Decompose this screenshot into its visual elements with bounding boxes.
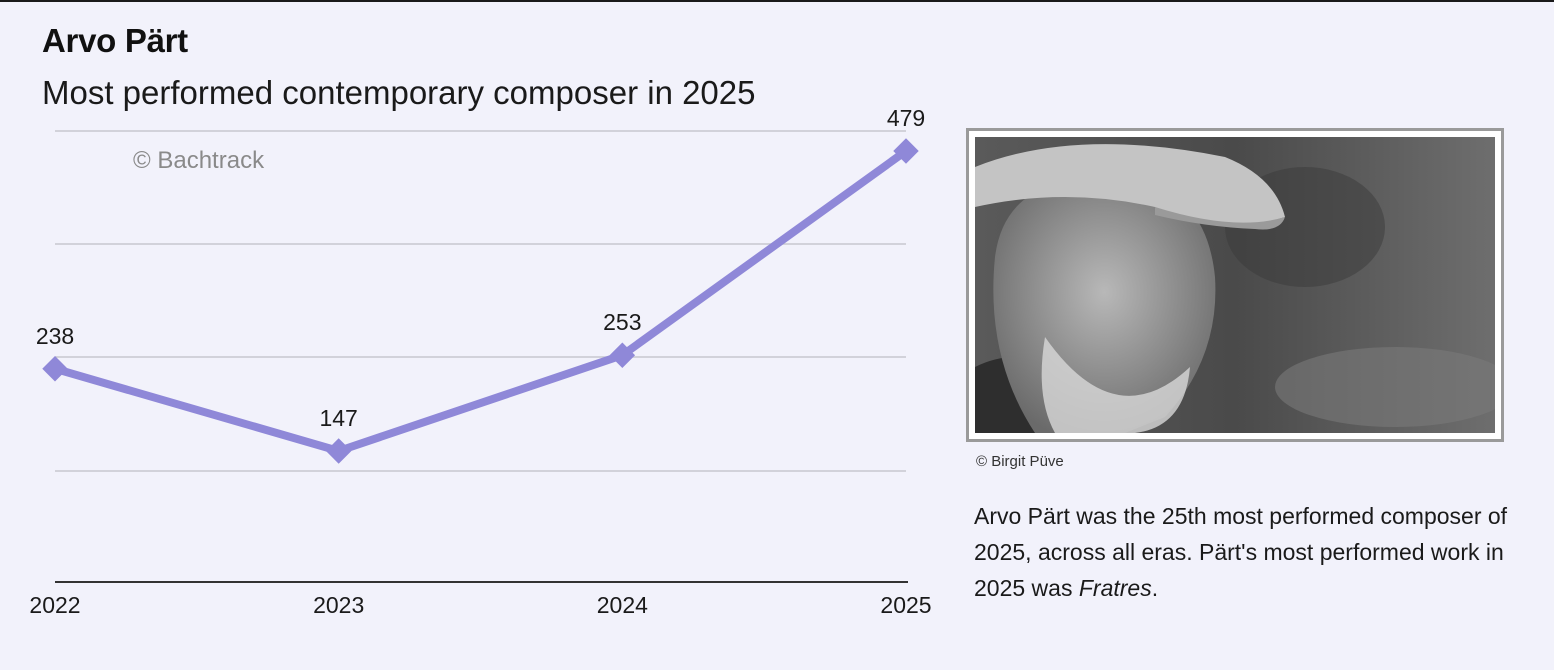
caption-work-title: Fratres xyxy=(1078,575,1152,601)
caption-text: Arvo Pärt was the 25th most performed co… xyxy=(974,503,1508,601)
data-point-2022 xyxy=(42,356,68,382)
grid-lines xyxy=(55,130,906,472)
top-border xyxy=(0,0,1554,2)
data-label-2025: 479 xyxy=(887,105,925,131)
data-point-2024 xyxy=(609,342,636,368)
chart-watermark: © Bachtrack xyxy=(133,147,265,174)
data-markers xyxy=(42,138,919,464)
data-point-2025 xyxy=(893,138,919,164)
portrait-photo-icon xyxy=(975,137,1495,433)
data-labels: 238 147 253 479 xyxy=(36,105,925,431)
data-label-2023: 147 xyxy=(319,405,357,431)
x-tick-2024: 2024 xyxy=(597,592,648,618)
photo-frame xyxy=(966,128,1504,442)
page-title: Arvo Pärt xyxy=(42,22,188,59)
caption-end: . xyxy=(1151,575,1159,601)
page-subtitle: Most performed contemporary composer in … xyxy=(42,74,756,111)
data-label-2022: 238 xyxy=(36,323,74,349)
x-tick-2022: 2022 xyxy=(29,592,80,618)
data-point-2023 xyxy=(325,438,352,464)
x-tick-2025: 2025 xyxy=(880,592,931,618)
caption: Arvo Pärt was the 25th most performed co… xyxy=(974,498,1514,606)
photo-credit: © Birgit Püve xyxy=(976,453,1064,470)
series-line xyxy=(53,147,909,455)
x-tick-2023: 2023 xyxy=(313,592,364,618)
data-label-2024: 253 xyxy=(603,309,641,335)
x-tick-labels: 2022 2023 2024 2025 xyxy=(29,592,931,618)
